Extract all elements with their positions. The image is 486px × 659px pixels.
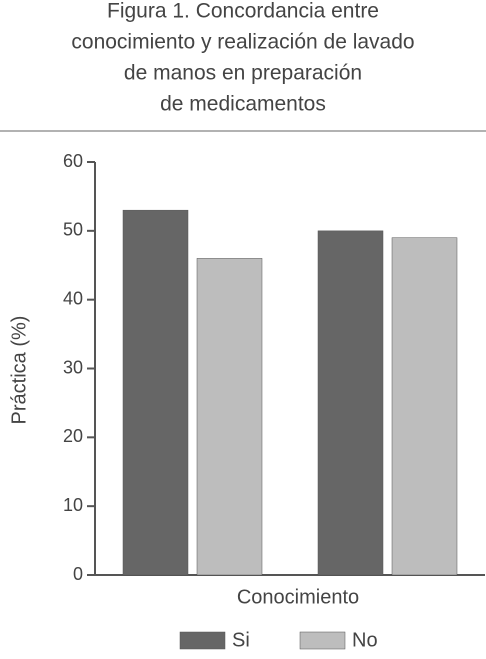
chart-title: de manos en preparación <box>124 62 362 85</box>
bar <box>196 258 263 576</box>
y-tick-label: 10 <box>63 495 83 515</box>
y-tick-label: 60 <box>63 151 83 171</box>
x-axis-title: Conocimiento <box>237 586 359 608</box>
bar <box>391 237 458 576</box>
legend-label: No <box>352 629 378 651</box>
legend-swatch <box>179 631 226 650</box>
legend-swatch <box>299 631 346 650</box>
y-tick-label: 50 <box>63 220 83 240</box>
legend-label: Si <box>232 629 250 651</box>
y-tick-label: 30 <box>63 357 83 377</box>
bar <box>122 209 189 576</box>
chart-title: conocimiento y realización de lavado <box>71 31 414 54</box>
y-axis-title: Práctica (%) <box>8 316 30 425</box>
bar <box>317 230 384 576</box>
y-tick-label: 20 <box>63 426 83 446</box>
chart-title: Figura 1. Concordancia entre <box>107 0 379 23</box>
y-tick-label: 0 <box>73 564 83 584</box>
y-tick-label: 40 <box>63 288 83 308</box>
chart-title: de medicamentos <box>160 93 326 116</box>
